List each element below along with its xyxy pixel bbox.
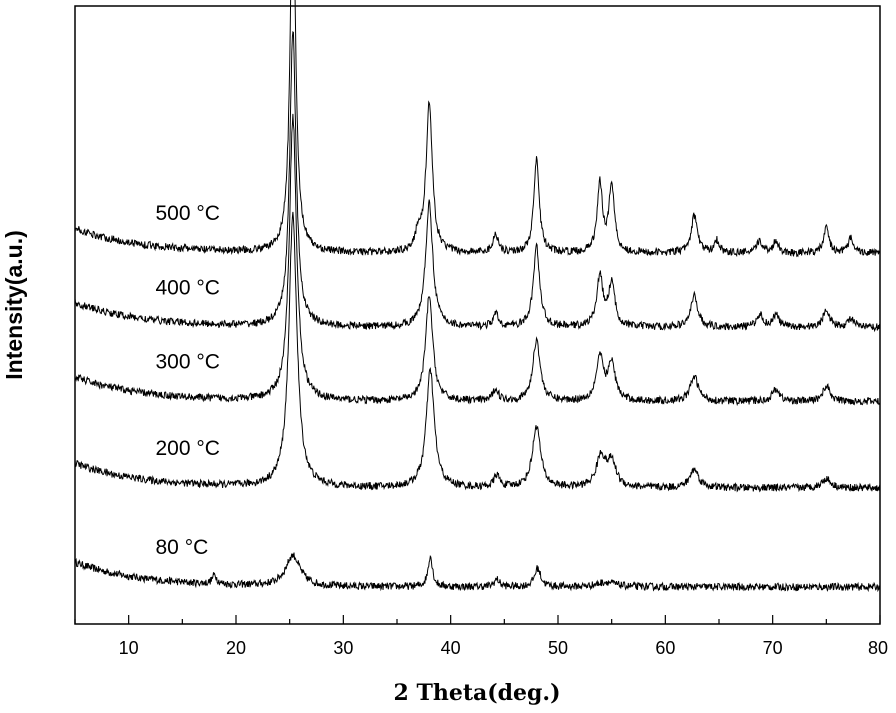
series-line <box>74 113 881 407</box>
series-lines <box>74 0 881 593</box>
series-label: 200 °C <box>156 437 220 460</box>
series-line <box>74 0 881 258</box>
series-label: 80 °C <box>156 536 209 559</box>
x-axis-label: 2 Theta(deg.) <box>394 680 561 706</box>
series-labels: 80 °C 200 °C 300 °C 400 °C 500 °C <box>156 202 220 559</box>
x-tick-label: 40 <box>441 638 461 658</box>
plot-area-frame <box>74 5 881 625</box>
series-line <box>74 211 881 493</box>
x-tick-label: 70 <box>763 638 783 658</box>
x-axis-ticks: 10 20 30 40 50 60 70 80 <box>74 615 888 658</box>
x-tick-label: 10 <box>119 638 139 658</box>
x-tick-label: 30 <box>333 638 353 658</box>
x-tick-label: 60 <box>655 638 675 658</box>
y-axis-label: Intensity(a.u.) <box>1 230 27 380</box>
x-tick-label: 80 <box>868 638 888 658</box>
series-line <box>74 31 881 333</box>
series-label: 500 °C <box>156 202 220 225</box>
series-label: 400 °C <box>156 276 220 299</box>
series-label: 300 °C <box>156 350 220 373</box>
series-line <box>74 552 881 593</box>
x-tick-label: 50 <box>548 638 568 658</box>
x-tick-label: 20 <box>226 638 246 658</box>
